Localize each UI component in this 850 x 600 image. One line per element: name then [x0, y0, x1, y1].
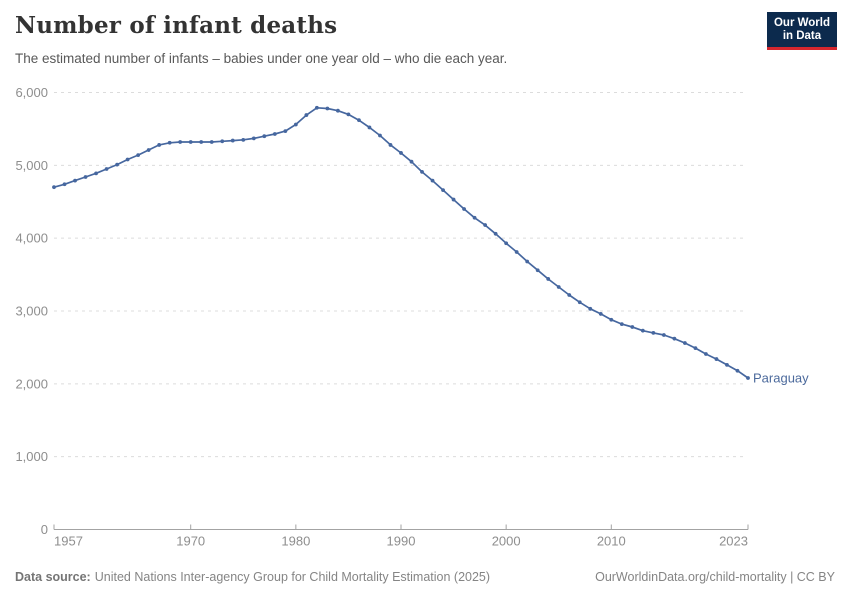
chart-footer: Data source: United Nations Inter-agency …: [15, 567, 835, 587]
data-point[interactable]: [441, 188, 445, 192]
data-point[interactable]: [630, 325, 635, 329]
data-point[interactable]: [420, 169, 424, 174]
data-point[interactable]: [272, 132, 277, 136]
data-point[interactable]: [399, 151, 403, 155]
data-point[interactable]: [293, 122, 298, 127]
data-point[interactable]: [62, 182, 67, 187]
data-point[interactable]: [567, 293, 572, 297]
data-point[interactable]: [514, 250, 519, 254]
data-point[interactable]: [188, 140, 193, 144]
data-point[interactable]: [304, 113, 309, 117]
data-point[interactable]: [262, 134, 267, 139]
data-point[interactable]: [504, 241, 509, 246]
data-point[interactable]: [462, 207, 466, 211]
data-point[interactable]: [115, 162, 119, 167]
data-point[interactable]: [357, 118, 361, 123]
data-point[interactable]: [83, 175, 88, 179]
data-point[interactable]: [367, 125, 372, 130]
data-point[interactable]: [493, 231, 498, 236]
data-point[interactable]: [241, 137, 246, 142]
owid-logo-line1: Our World: [773, 17, 830, 29]
data-point[interactable]: [146, 148, 151, 152]
y-tick-label: 2,000: [15, 376, 48, 391]
data-point[interactable]: [336, 108, 340, 113]
data-point[interactable]: [178, 140, 183, 144]
data-point[interactable]: [683, 341, 687, 345]
data-point[interactable]: [378, 133, 382, 138]
data-point[interactable]: [209, 140, 214, 144]
data-point[interactable]: [73, 178, 77, 183]
data-point[interactable]: [735, 368, 740, 373]
data-point[interactable]: [94, 171, 98, 176]
y-tick-label: 0: [41, 522, 48, 537]
chart-subtitle: The estimated number of infants – babies…: [15, 51, 508, 66]
data-point[interactable]: [199, 140, 204, 144]
data-point[interactable]: [283, 129, 288, 134]
data-source-text: United Nations Inter-agency Group for Ch…: [94, 570, 491, 584]
data-point[interactable]: [483, 223, 488, 227]
data-source-label: Data source:: [15, 570, 91, 584]
data-point[interactable]: [672, 336, 677, 341]
data-point[interactable]: [230, 138, 235, 143]
x-tick-label: 2000: [492, 534, 521, 549]
data-point[interactable]: [104, 167, 109, 171]
data-point[interactable]: [430, 178, 435, 183]
owid-url-link[interactable]: OurWorldinData.org/child-mortality | CC …: [595, 570, 835, 584]
x-tick-label: 1990: [387, 534, 416, 549]
data-point[interactable]: [52, 185, 56, 190]
data-point[interactable]: [546, 277, 551, 281]
owid-logo-line2: in Data: [782, 30, 822, 42]
data-point[interactable]: [746, 376, 750, 380]
data-point[interactable]: [472, 215, 477, 220]
data-point[interactable]: [346, 112, 351, 117]
y-tick-label: 3,000: [15, 304, 48, 319]
data-point[interactable]: [714, 357, 719, 361]
data-point[interactable]: [693, 346, 698, 351]
data-point[interactable]: [588, 306, 593, 311]
data-point[interactable]: [651, 330, 656, 335]
data-point[interactable]: [577, 300, 582, 305]
data-point[interactable]: [661, 333, 666, 337]
data-source-note: Data source: United Nations Inter-agency …: [15, 570, 490, 584]
x-tick-label: 1980: [281, 534, 310, 549]
data-point[interactable]: [704, 352, 708, 356]
data-point[interactable]: [535, 268, 540, 273]
data-point[interactable]: [325, 106, 330, 111]
data-line[interactable]: [53, 106, 749, 379]
data-point[interactable]: [409, 159, 414, 164]
data-point[interactable]: [251, 136, 256, 141]
data-point[interactable]: [157, 143, 162, 147]
page-title: Number of infant deaths: [15, 12, 338, 39]
data-point[interactable]: [136, 153, 141, 158]
y-tick-label: 4,000: [15, 231, 48, 246]
x-tick-label: 2023: [719, 534, 748, 549]
owid-logo[interactable]: Our World in Data: [766, 12, 837, 50]
y-tick-label: 1,000: [15, 449, 48, 464]
y-tick-label: 6,000: [15, 85, 48, 100]
x-tick-label: 1970: [176, 534, 205, 549]
x-tick-label: 1957: [54, 534, 83, 549]
data-point[interactable]: [220, 139, 225, 144]
x-tick-label: 2010: [597, 534, 626, 549]
data-point[interactable]: [725, 362, 729, 367]
data-point[interactable]: [619, 322, 624, 327]
data-point[interactable]: [314, 105, 319, 110]
y-tick-label: 5,000: [15, 158, 48, 173]
data-point[interactable]: [609, 317, 614, 322]
data-point[interactable]: [125, 157, 130, 162]
entity-label: Paraguay: [753, 371, 809, 386]
data-point[interactable]: [525, 259, 530, 264]
data-point[interactable]: [598, 312, 603, 316]
data-point[interactable]: [388, 143, 393, 147]
data-point[interactable]: [451, 197, 456, 202]
data-point[interactable]: [556, 285, 561, 289]
data-point[interactable]: [640, 328, 645, 333]
data-point[interactable]: [167, 140, 172, 145]
